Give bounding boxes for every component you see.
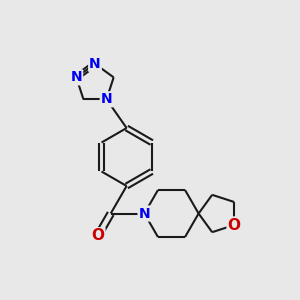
Text: O: O <box>92 228 104 243</box>
Text: O: O <box>228 218 241 232</box>
Text: N: N <box>139 206 150 220</box>
Text: N: N <box>70 70 82 84</box>
Text: N: N <box>89 57 101 71</box>
Text: N: N <box>101 92 112 106</box>
